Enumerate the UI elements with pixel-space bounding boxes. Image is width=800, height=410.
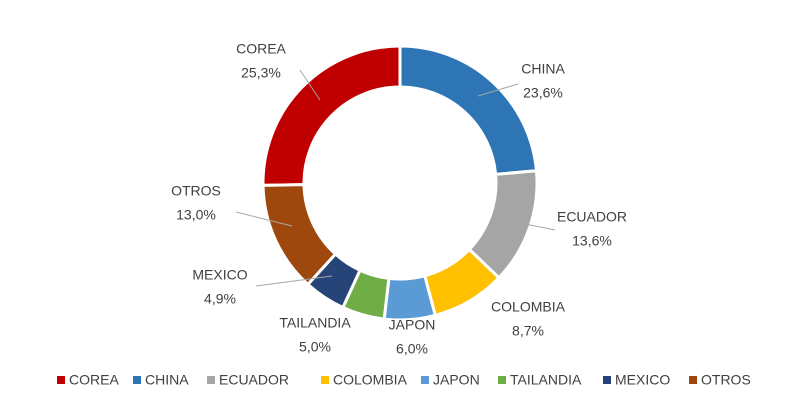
legend-swatch: [421, 376, 429, 384]
slice-label: CHINA: [521, 61, 565, 77]
value-label: 13,6%: [572, 233, 612, 249]
slice-label: COLOMBIA: [491, 299, 566, 315]
slice-label: COREA: [236, 41, 286, 57]
value-label: 13,0%: [176, 207, 216, 223]
leader-line: [514, 221, 556, 231]
slice: [261, 44, 402, 187]
slice-label: MEXICO: [192, 267, 247, 283]
legend-label: COLOMBIA: [333, 372, 408, 388]
value-label: 8,7%: [512, 323, 544, 339]
value-label: 5,0%: [299, 339, 331, 355]
legend-label: TAILANDIA: [510, 372, 582, 388]
leader-line: [477, 83, 519, 97]
legend-swatch: [57, 376, 65, 384]
slice-label: OTROS: [171, 183, 221, 199]
slice: [398, 44, 539, 177]
legend-label: MEXICO: [615, 372, 670, 388]
slice: [261, 183, 338, 287]
legend-swatch: [498, 376, 506, 384]
value-label: 4,9%: [204, 291, 236, 307]
leader-line: [299, 69, 321, 101]
legend-label: CHINA: [145, 372, 189, 388]
legend-label: ECUADOR: [219, 372, 289, 388]
slice-label: JAPON: [389, 317, 436, 333]
slice-label: TAILANDIA: [279, 315, 351, 331]
legend-swatch: [689, 376, 697, 384]
leader-line: [255, 275, 333, 287]
value-label: 25,3%: [241, 65, 281, 81]
legend-swatch: [133, 376, 141, 384]
leader-line: [235, 211, 293, 227]
legend-swatch: [321, 376, 329, 384]
value-label: 6,0%: [396, 341, 428, 357]
legend-label: OTROS: [701, 372, 751, 388]
slice: [382, 273, 438, 322]
value-label: 23,6%: [523, 85, 563, 101]
legend-swatch: [603, 376, 611, 384]
legend-label: COREA: [69, 372, 119, 388]
slice-label: ECUADOR: [557, 209, 627, 225]
legend-label: JAPON: [433, 372, 480, 388]
legend-swatch: [207, 376, 215, 384]
